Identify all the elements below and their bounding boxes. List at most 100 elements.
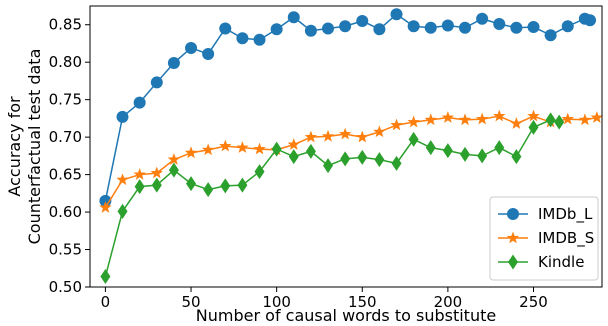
data-point-imdb-s: [424, 113, 437, 126]
data-point-imdb-s: [167, 153, 181, 165]
y-tick-label: 0.55: [49, 241, 82, 259]
data-point-imdb-s: [527, 109, 540, 122]
legend-label-kindle: Kindle: [538, 253, 584, 271]
x-tick-label: 50: [181, 293, 200, 311]
data-point-kindle: [357, 149, 368, 165]
data-point-imdb-s: [458, 113, 472, 126]
y-tick-label: 0.85: [49, 16, 82, 34]
data-point-imdb-s: [441, 111, 455, 123]
data-point-kindle: [305, 143, 316, 159]
data-point-kindle: [186, 176, 197, 192]
data-point-imdb-s: [184, 146, 198, 159]
series-line-imdb-s: [104, 115, 597, 208]
data-point-imdb-l: [219, 22, 232, 35]
data-point-imdb-s: [356, 130, 369, 143]
data-point-imdb-s: [287, 138, 300, 150]
y-tick-label: 0.75: [49, 91, 82, 109]
data-point-imdb-l: [441, 19, 454, 32]
data-point-imdb-l: [202, 47, 215, 60]
data-point-kindle: [425, 140, 436, 156]
data-point-imdb-s: [219, 139, 232, 152]
data-point-kindle: [460, 146, 471, 162]
data-point-kindle: [254, 164, 265, 180]
data-point-imdb-l: [270, 23, 283, 36]
data-point-imdb-l: [527, 20, 540, 33]
data-point-kindle: [554, 114, 565, 130]
series-kindle: [100, 112, 565, 285]
legend: IMDb_L IMDB_S Kindle: [489, 196, 599, 281]
x-tick-label: 0: [101, 293, 111, 311]
x-tick-label: 200: [434, 293, 463, 311]
data-point-imdb-l: [356, 14, 369, 27]
data-point-imdb-l: [116, 110, 129, 123]
data-point-imdb-s: [561, 112, 574, 125]
data-point-kindle: [511, 149, 522, 165]
x-tick-label: 150: [348, 293, 377, 311]
data-point-imdb-s: [133, 168, 146, 180]
data-point-kindle: [168, 162, 179, 178]
data-point-imdb-l: [133, 96, 146, 109]
legend-marker-kindle: [508, 254, 518, 270]
data-point-kindle: [220, 178, 231, 194]
data-point-kindle: [323, 158, 334, 174]
y-axis-label-line-1: Accuracy for: [5, 96, 24, 197]
data-point-imdb-s: [390, 118, 403, 131]
data-point-imdb-l: [424, 21, 437, 34]
data-point-imdb-l: [584, 14, 597, 27]
data-point-imdb-s: [510, 117, 523, 129]
data-point-imdb-l: [390, 8, 403, 21]
x-axis-label: Number of causal words to substitute: [196, 306, 496, 325]
data-point-kindle: [134, 179, 145, 195]
y-tick-label: 0.65: [49, 166, 82, 184]
data-point-imdb-s: [236, 141, 249, 153]
series-imdb-s: [99, 109, 604, 213]
x-tick-label: 100: [262, 293, 291, 311]
legend-marker-imdb-l: [507, 208, 519, 220]
y-tick-label: 0.60: [49, 203, 82, 221]
data-point-imdb-s: [373, 125, 386, 138]
data-point-imdb-l: [150, 76, 163, 89]
data-point-imdb-l: [476, 12, 489, 25]
data-point-imdb-l: [544, 29, 557, 42]
legend-label-imdb-l: IMDb_L: [538, 205, 593, 224]
data-point-imdb-l: [510, 21, 523, 34]
data-point-imdb-l: [561, 20, 574, 33]
x-tick-label: 250: [519, 293, 548, 311]
data-point-imdb-l: [459, 21, 472, 34]
data-point-imdb-s: [493, 109, 506, 122]
data-point-imdb-l: [185, 41, 198, 54]
y-tick-label: 0.50: [49, 278, 82, 296]
data-point-kindle: [117, 203, 128, 219]
data-point-imdb-s: [150, 166, 163, 179]
data-point-imdb-l: [304, 24, 317, 37]
series-imdb-l: [99, 8, 597, 207]
data-point-kindle: [237, 177, 248, 193]
data-point-imdb-l: [322, 22, 335, 35]
data-point-imdb-l: [407, 20, 420, 33]
data-point-imdb-l: [167, 56, 180, 69]
data-point-imdb-s: [321, 129, 335, 142]
legend-label-imdb-s: IMDB_S: [538, 229, 594, 248]
data-point-kindle: [203, 182, 214, 198]
data-point-imdb-s: [338, 127, 352, 140]
data-point-imdb-l: [373, 23, 386, 36]
data-point-kindle: [391, 155, 402, 171]
data-point-kindle: [545, 112, 556, 128]
data-point-imdb-s: [578, 113, 592, 126]
legend-marker-imdb-s: [506, 231, 520, 244]
y-tick-label: 0.80: [49, 53, 82, 71]
data-point-imdb-l: [287, 11, 300, 24]
data-point-kindle: [477, 148, 488, 164]
tick-layer: 0 50 100 150 200 250 0.50 0.55 0.60 0.65 0.70 0.75 0…: [49, 16, 548, 311]
data-point-imdb-l: [236, 32, 249, 45]
data-point-imdb-l: [339, 20, 352, 33]
data-point-imdb-s: [99, 201, 112, 213]
data-point-imdb-s: [475, 112, 489, 125]
data-point-imdb-s: [407, 115, 420, 128]
data-point-kindle: [442, 143, 453, 159]
y-tick-label: 0.70: [49, 128, 82, 146]
plot-frame: [89, 5, 603, 288]
data-point-kindle: [408, 131, 419, 147]
data-point-imdb-s: [253, 142, 266, 155]
